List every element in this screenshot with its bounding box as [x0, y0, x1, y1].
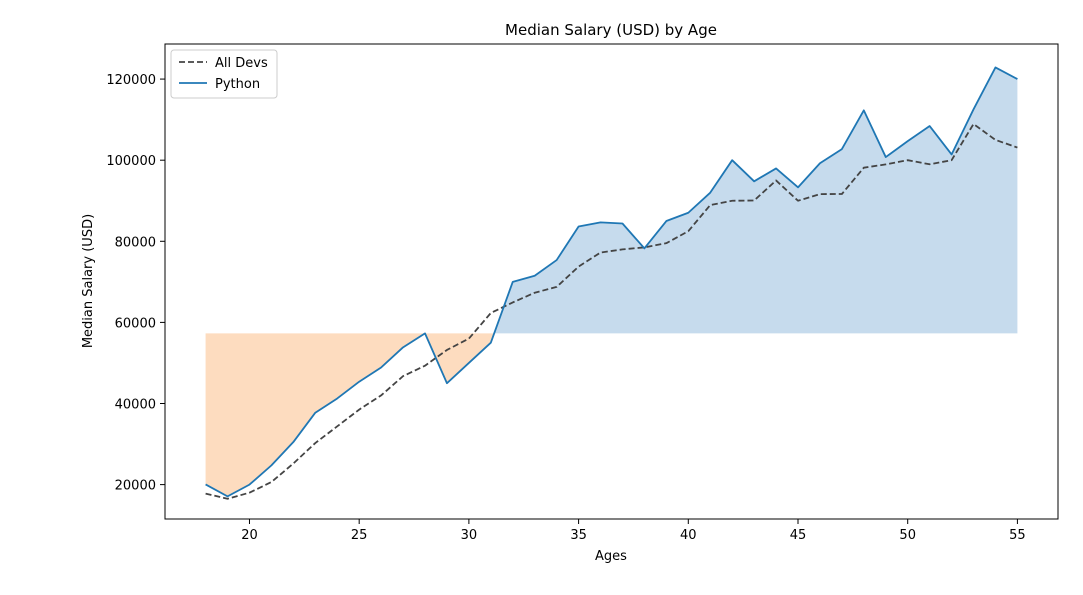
x-tick-label-35: 35: [570, 528, 587, 543]
y-axis-label: Median Salary (USD): [81, 214, 96, 348]
y-tick-label-120000: 120000: [106, 73, 156, 88]
y-tick-label-80000: 80000: [115, 235, 156, 250]
series-layer: [205, 66, 1018, 500]
x-tick-label-30: 30: [461, 528, 478, 543]
x-tick-label-40: 40: [680, 528, 697, 543]
legend-label-all-devs: All Devs: [215, 56, 268, 71]
x-tick-label-50: 50: [899, 528, 916, 543]
legend: All Devs Python: [170, 49, 278, 99]
x-tick-label-55: 55: [1009, 528, 1026, 543]
x-axis: 20 25 30 35 40 45 50 55: [241, 519, 1026, 543]
fill-below-baseline-0: [205, 333, 495, 497]
series-line-python: [205, 66, 1018, 498]
y-tick-label-100000: 100000: [106, 154, 156, 169]
x-tick-label-20: 20: [241, 528, 258, 543]
y-tick-label-40000: 40000: [115, 398, 156, 413]
chart-title: Median Salary (USD) by Age: [505, 21, 717, 39]
y-tick-label-20000: 20000: [115, 479, 156, 494]
x-tick-label-45: 45: [790, 528, 807, 543]
x-tick-label-25: 25: [351, 528, 368, 543]
fill-layer: [205, 67, 1018, 497]
fill-above-baseline-0: [494, 67, 1018, 334]
legend-label-python: Python: [215, 77, 260, 92]
plot-frame: [164, 43, 1059, 520]
series-line-all-devs: [205, 123, 1018, 500]
y-tick-label-60000: 60000: [115, 316, 156, 331]
x-axis-label: Ages: [595, 549, 627, 564]
y-axis: 20000 40000 60000 80000 100000 120000: [106, 73, 165, 494]
